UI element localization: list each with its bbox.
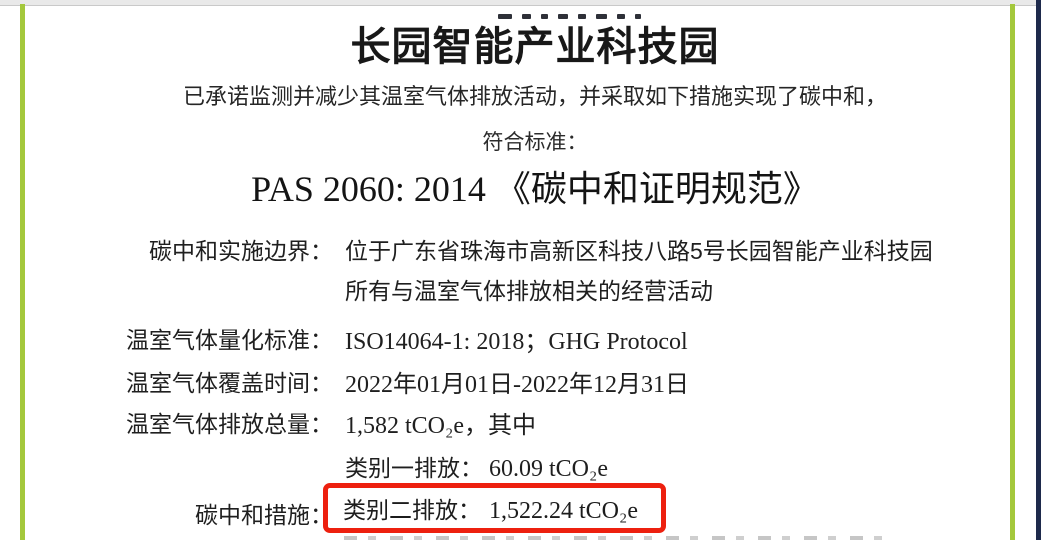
quantification-value: ISO14064-1: 2018；GHG Protocol — [345, 329, 688, 355]
boundary-value-line1: 位于广东省珠海市高新区科技八路5号长园智能产业科技园 — [345, 238, 933, 264]
category2-value: 1,522.24 tCO₂e — [489, 498, 639, 524]
highlight-box: 类别二排放： 1,522.24 tCO₂e — [323, 483, 666, 533]
category1-value: 60.09 tCO₂e — [489, 456, 609, 482]
compliance-intro: 符合标准： — [482, 131, 588, 154]
category1-row: 类别一排放： 60.09 tCO₂e — [345, 449, 608, 483]
standard-name: PAS 2060: 2014 《碳中和证明规范》 — [251, 169, 819, 209]
category2-label: 类别二排放： — [343, 497, 481, 523]
total-emissions-label: 温室气体排放总量： — [126, 411, 333, 437]
commitment-statement: 已承诺监测并减少其温室气体排放活动，并采取如下措施实现了碳中和， — [182, 84, 887, 109]
quantification-label: 温室气体量化标准： — [126, 327, 333, 353]
clipped-text-bottom — [344, 536, 896, 540]
total-emissions-value: 1,582 tCO₂e，其中 — [345, 413, 537, 439]
right-border-rule — [1010, 4, 1015, 540]
period-value: 2022年01月01日-2022年12月31日 — [345, 372, 689, 398]
left-border-rule — [20, 4, 25, 540]
category2-row: 类别二排放： 1,522.24 tCO₂e — [343, 491, 638, 525]
viewer-top-strip — [0, 0, 1041, 6]
measures-label: 碳中和措施： — [195, 502, 333, 528]
boundary-label: 碳中和实施边界： — [149, 238, 333, 264]
document-title: 长园智能产业科技园 — [350, 25, 720, 69]
right-edge-strip — [1036, 0, 1041, 540]
boundary-value-line2: 所有与温室气体排放相关的经营活动 — [345, 278, 713, 304]
clipped-text-top — [498, 13, 641, 19]
period-label: 温室气体覆盖时间： — [126, 370, 333, 396]
category1-label: 类别一排放： — [345, 455, 483, 481]
